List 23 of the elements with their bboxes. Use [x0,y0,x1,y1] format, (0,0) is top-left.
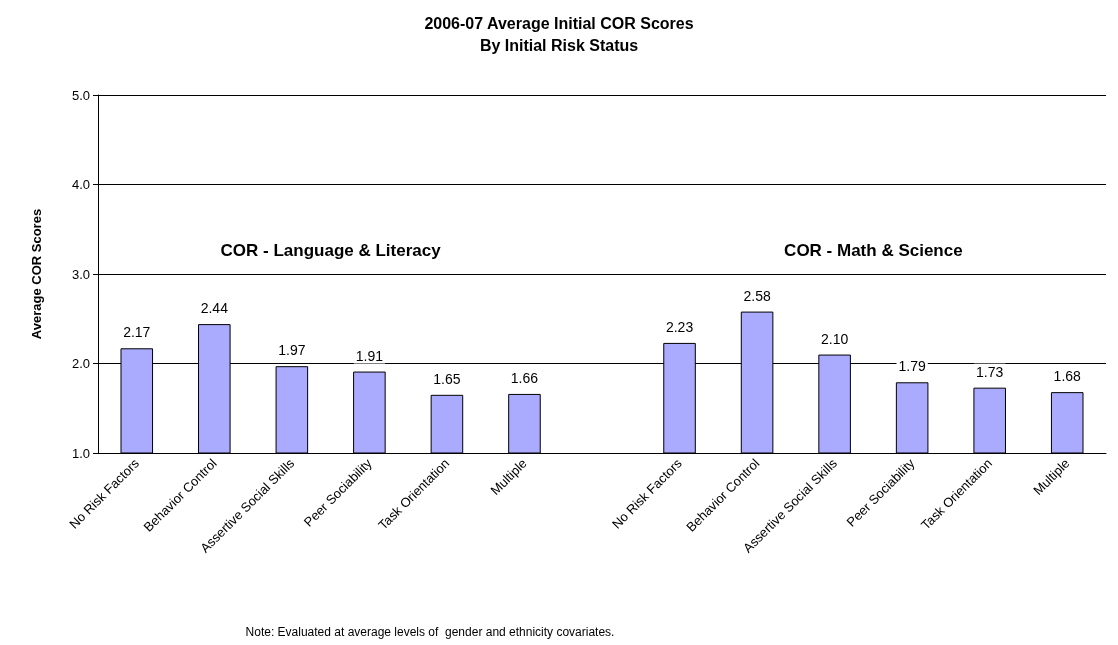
data-label: 1.73 [976,363,1004,380]
data-label: 1.79 [898,358,926,375]
chart-subtitle: By Initial Risk Status [479,36,639,54]
y-tick-label: 1.0 [71,445,90,461]
data-label: 1.91 [355,347,384,364]
data-label: 1.68 [1053,368,1082,385]
data-label: 1.97 [278,342,306,359]
y-axis-title: Average COR Scores [29,208,44,340]
y-tick-label: 2.0 [71,356,90,371]
y-tick-label: 5.0 [71,87,90,103]
chart-title: 2006-07 Average Initial COR Scores [424,14,694,32]
y-tick-label: 4.0 [71,177,90,192]
data-label: 1.65 [433,370,461,387]
y-tick-label: 3.0 [71,266,90,282]
data-label: 2.58 [743,287,771,304]
data-label: 2.10 [820,330,849,347]
annotation: COR - Math & Science [784,240,963,260]
data-label: 2.17 [123,324,151,341]
data-label: 1.66 [510,369,539,386]
data-label: 2.23 [665,318,694,335]
text: Note: Evaluated at average levels of gender and ethnicity covariates. [245,625,615,639]
data-label: 2.44 [200,300,229,317]
annotation: COR - Language & Literacy [220,240,442,260]
